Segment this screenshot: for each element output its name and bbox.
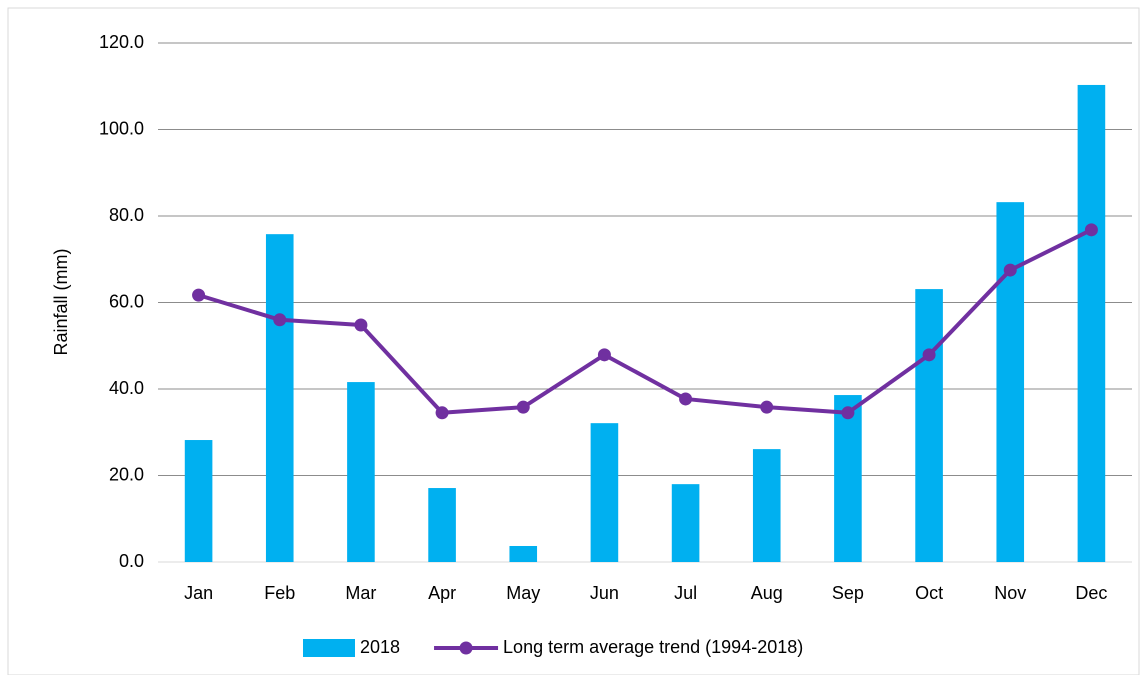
y-tick-label: 100.0 — [99, 118, 144, 138]
x-tick-label: Jul — [674, 583, 697, 603]
y-tick-label: 80.0 — [109, 205, 144, 225]
bar — [428, 488, 456, 562]
chart-frame — [7, 7, 1140, 675]
x-tick-label: Aug — [751, 583, 783, 603]
x-tick-label: Jan — [184, 583, 213, 603]
line-marker — [1084, 223, 1098, 237]
y-axis-label: Rainfall (mm) — [51, 248, 71, 355]
bar — [265, 234, 294, 563]
x-tick-label: Jun — [590, 583, 619, 603]
x-tick-label: Feb — [264, 583, 295, 603]
bar — [752, 449, 781, 562]
bar — [184, 440, 213, 562]
legend-label: 2018 — [360, 637, 400, 657]
y-tick-label: 0.0 — [119, 551, 144, 571]
line-marker — [760, 400, 774, 414]
bar — [915, 289, 943, 562]
bar — [509, 545, 538, 562]
line-marker — [354, 318, 368, 332]
x-tick-label: Nov — [994, 583, 1026, 603]
y-tick-label: 40.0 — [109, 378, 144, 398]
bar — [996, 202, 1025, 562]
line-marker — [841, 406, 855, 420]
x-tick-label: Dec — [1075, 583, 1107, 603]
line-marker — [922, 348, 936, 362]
x-tick-label: Apr — [428, 583, 456, 603]
x-tick-label: Sep — [832, 583, 864, 603]
y-tick-label: 20.0 — [109, 464, 144, 484]
line-marker — [516, 400, 530, 414]
bar — [1077, 84, 1106, 562]
line — [198, 228, 1093, 415]
bar — [671, 484, 700, 562]
line-marker — [1003, 263, 1017, 277]
bar — [590, 423, 619, 562]
x-tick-label: Mar — [345, 583, 376, 603]
legend-label: Long term average trend (1994-2018) — [503, 637, 803, 657]
x-tick-label: May — [506, 583, 540, 603]
line-marker — [435, 406, 449, 420]
y-tick-label: 60.0 — [109, 291, 144, 311]
y-tick-label: 120.0 — [99, 32, 144, 52]
line-marker — [192, 288, 206, 302]
line-marker — [679, 392, 693, 406]
legend-swatch — [303, 639, 355, 657]
line-marker — [597, 348, 611, 362]
line-marker — [273, 313, 287, 327]
bar — [347, 382, 375, 562]
legend-marker — [459, 641, 473, 655]
x-tick-label: Oct — [915, 583, 943, 603]
bar — [834, 395, 862, 562]
